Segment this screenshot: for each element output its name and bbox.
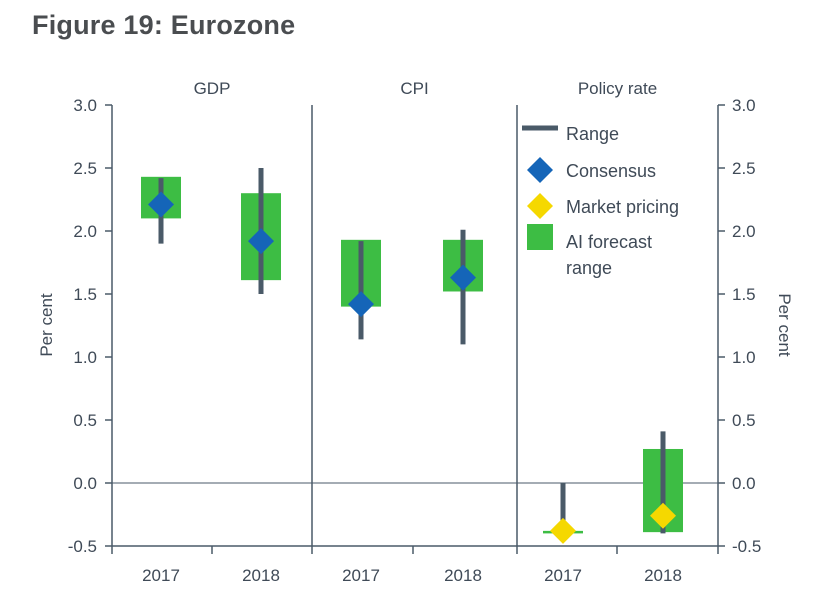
legend-consensus-label: Consensus xyxy=(566,161,656,181)
x-tick-label: 2017 xyxy=(544,566,582,585)
y-tick-label-left: 2.0 xyxy=(73,222,97,241)
y-tick-label-left: 1.5 xyxy=(73,285,97,304)
y-axis-title-left: Per cent xyxy=(37,293,56,357)
y-tick-label-left: -0.5 xyxy=(68,537,97,556)
panel-title: GDP xyxy=(194,79,231,98)
y-tick-label-right: -0.5 xyxy=(732,537,761,556)
y-tick-label-right: 0.0 xyxy=(732,474,756,493)
legend-market-pricing-label: Market pricing xyxy=(566,197,679,217)
figure-title: Figure 19: Eurozone xyxy=(32,10,296,40)
x-tick-label: 2018 xyxy=(644,566,682,585)
y-tick-label-right: 3.0 xyxy=(732,96,756,115)
market-pricing-marker xyxy=(650,502,676,529)
y-tick-label-left: 0.0 xyxy=(73,474,97,493)
consensus-marker xyxy=(248,228,274,255)
consensus-marker xyxy=(450,264,476,291)
x-tick-label: 2018 xyxy=(242,566,280,585)
x-tick-label: 2017 xyxy=(142,566,180,585)
legend-ai-forecast-swatch xyxy=(527,224,553,250)
consensus-marker xyxy=(148,191,174,218)
legend-ai-forecast-label: AI forecast range xyxy=(566,232,652,278)
panel-title: CPI xyxy=(400,79,428,98)
y-tick-label-left: 0.5 xyxy=(73,411,97,430)
x-tick-label: 2018 xyxy=(444,566,482,585)
x-tick-label: 2017 xyxy=(342,566,380,585)
y-tick-label-right: 1.0 xyxy=(732,348,756,367)
market-pricing-marker xyxy=(550,517,576,544)
y-tick-label-right: 1.5 xyxy=(732,285,756,304)
y-axis-title-right: Per cent xyxy=(775,293,794,357)
legend-range-label: Range xyxy=(566,124,619,144)
y-tick-label-left: 2.5 xyxy=(73,159,97,178)
y-tick-label-left: 1.0 xyxy=(73,348,97,367)
y-tick-label-right: 2.5 xyxy=(732,159,756,178)
y-tick-label-right: 2.0 xyxy=(732,222,756,241)
legend-market-pricing-swatch xyxy=(527,193,553,219)
consensus-marker xyxy=(348,291,374,318)
y-tick-label-right: 0.5 xyxy=(732,411,756,430)
legend-consensus-swatch xyxy=(527,157,553,183)
panel-title: Policy rate xyxy=(578,79,657,98)
y-tick-label-left: 3.0 xyxy=(73,96,97,115)
